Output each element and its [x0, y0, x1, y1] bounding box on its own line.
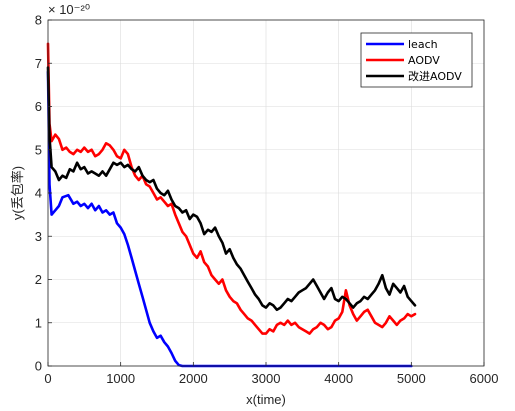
x-tick-label: 5000 [397, 371, 426, 386]
axis-ticks: 0 1000 2000 3000 4000 5000 6000 0 1 2 3 4 5 6 7 8 [35, 13, 499, 387]
series-lines [46, 42, 417, 368]
legend-entry-label: 改进AODV [408, 69, 462, 83]
y-tick-label: 6 [35, 99, 42, 114]
y-tick-label: 3 [35, 229, 42, 244]
y-tick-label: 1 [35, 315, 42, 330]
series-line-2 [46, 66, 417, 312]
y-tick-label: 4 [35, 186, 42, 201]
x-axis-label: x(time) [246, 392, 286, 407]
series-line-1 [46, 42, 417, 335]
series-line-0 [46, 70, 413, 368]
y-tick-label: 5 [35, 142, 42, 157]
legend-entry-label: AODV [408, 54, 440, 67]
x-tick-label: 2000 [179, 371, 208, 386]
x-tick-label: 6000 [470, 371, 499, 386]
y-tick-label: 0 [35, 359, 42, 374]
y-axis-label: y(丢包率) [10, 166, 25, 220]
y-tick-label: 2 [35, 272, 42, 287]
y-exponent-label: × 10⁻²⁰ [48, 2, 90, 17]
y-tick-label: 8 [35, 13, 42, 28]
watermark: CSDN @我爱C编程 [382, 388, 506, 404]
x-tick-label: 0 [44, 371, 51, 386]
y-tick-label: 7 [35, 56, 42, 71]
x-tick-label: 1000 [106, 371, 135, 386]
legend: leach AODV 改进AODV [360, 32, 473, 88]
x-tick-label: 3000 [252, 371, 281, 386]
legend-entry-label: leach [408, 38, 438, 51]
x-tick-label: 4000 [324, 371, 353, 386]
